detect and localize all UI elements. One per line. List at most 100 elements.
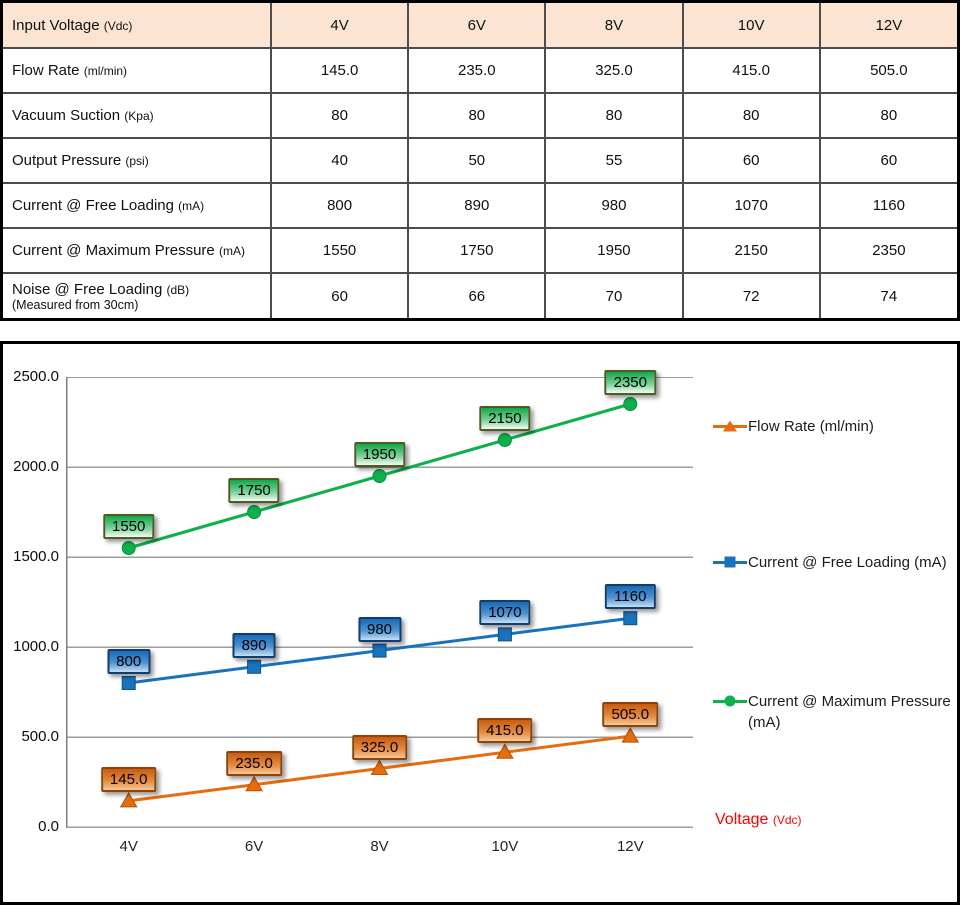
row-label-cell: Output Pressure (psi) bbox=[3, 137, 272, 184]
row-label-unit: (ml/min) bbox=[83, 64, 128, 78]
value-cell: 80 bbox=[818, 92, 957, 139]
value-cell: 890 bbox=[407, 182, 547, 229]
y-tick-label: 2500.0 bbox=[13, 368, 59, 385]
value-cell: 145.0 bbox=[269, 47, 410, 94]
row-label-cell: Flow Rate (ml/min) bbox=[3, 47, 272, 94]
x-tick-label: 10V bbox=[491, 838, 519, 855]
value-cell: 72 bbox=[681, 272, 821, 318]
data-label: 2350 bbox=[604, 370, 656, 395]
value-cell: 1550 bbox=[269, 227, 410, 274]
data-point-marker bbox=[497, 627, 512, 642]
row-label-text: Output Pressure bbox=[12, 152, 122, 169]
spec-table-body: Input Voltage (Vdc) 4V 6V 8V 10V 12V Flow Rate… bbox=[3, 3, 957, 318]
row-label-cell: Input Voltage (Vdc) bbox=[3, 3, 272, 49]
value-cell: 40 bbox=[269, 137, 410, 184]
data-point-marker bbox=[623, 397, 638, 411]
legend-label: Flow Rate (ml/min) bbox=[748, 418, 874, 435]
data-label: 235.0 bbox=[226, 750, 282, 776]
value-cell: 10V bbox=[681, 3, 821, 49]
legend-item: Flow Rate (ml/min) bbox=[713, 416, 955, 437]
legend-shape bbox=[724, 695, 736, 707]
value-cell: 55 bbox=[544, 137, 684, 184]
data-point-marker bbox=[247, 505, 262, 519]
x-tick-label: 8V bbox=[370, 838, 389, 855]
value-cell: 505.0 bbox=[818, 47, 957, 94]
value-cell: 66 bbox=[407, 272, 547, 318]
value-cell: 80 bbox=[269, 92, 410, 139]
value-cell: 415.0 bbox=[681, 47, 821, 94]
table-row: Output Pressure (psi) 40 50 55 60 60 bbox=[3, 137, 957, 184]
value-cell: 1750 bbox=[407, 227, 547, 274]
table-row: Noise @ Free Loading (dB) (Measured from … bbox=[3, 272, 957, 318]
value-cell: 980 bbox=[544, 182, 684, 229]
row-label-cell: Vacuum Suction (Kpa) bbox=[3, 92, 272, 139]
data-point-marker bbox=[121, 676, 136, 690]
legend-marker-triangle-icon bbox=[713, 419, 747, 433]
value-cell: 74 bbox=[818, 272, 957, 318]
table-row: Current @ Free Loading (mA) 800 890 980 1070… bbox=[3, 182, 957, 229]
value-cell: 70 bbox=[544, 272, 684, 318]
table-header-row: Input Voltage (Vdc) 4V 6V 8V 10V 12V bbox=[3, 3, 957, 49]
value-cell: 80 bbox=[544, 92, 684, 139]
value-cell: 12V bbox=[818, 3, 957, 49]
data-label: 415.0 bbox=[477, 718, 533, 744]
data-point-marker bbox=[245, 775, 263, 792]
y-tick-label: 2000.0 bbox=[13, 458, 59, 475]
data-point-marker bbox=[121, 541, 136, 555]
spec-table: Input Voltage (Vdc) 4V 6V 8V 10V 12V Flow Rate… bbox=[3, 3, 957, 318]
data-point-marker bbox=[496, 743, 514, 759]
x-tick-label: 6V bbox=[244, 838, 264, 855]
y-tick-label: 500.0 bbox=[21, 728, 59, 745]
table-row: Vacuum Suction (Kpa) 80 80 80 80 80 bbox=[3, 92, 957, 139]
xaxis-title-text: Voltage bbox=[715, 811, 769, 828]
legend-shape bbox=[723, 420, 737, 432]
chart-plot-container: Voltage (Vdc) 0.0 500.0 1000.0 1500.0 2000.0… bbox=[3, 344, 957, 902]
data-label: 145.0 bbox=[100, 766, 157, 792]
row-label-unit: (Kpa) bbox=[124, 109, 154, 123]
data-label: 980 bbox=[357, 616, 402, 642]
row-label-text: Vacuum Suction bbox=[12, 107, 121, 124]
data-point-marker bbox=[621, 727, 640, 743]
value-cell: 1070 bbox=[681, 182, 821, 229]
data-label: 1750 bbox=[228, 478, 280, 503]
chart-panel: Voltage (Vdc) 0.0 500.0 1000.0 1500.0 2000.0… bbox=[0, 341, 960, 905]
value-cell: 60 bbox=[681, 137, 821, 184]
data-label: 1160 bbox=[605, 584, 656, 610]
data-label: 325.0 bbox=[351, 734, 408, 760]
legend-marker-circle-icon bbox=[713, 694, 747, 708]
row-label-cell: Current @ Maximum Pressure (mA) bbox=[3, 227, 272, 274]
data-label: 505.0 bbox=[602, 702, 659, 728]
value-cell: 800 bbox=[269, 182, 410, 229]
data-point-marker bbox=[497, 433, 512, 447]
table-row: Flow Rate (ml/min) 145.0 235.0 325.0 415.0 50… bbox=[3, 47, 957, 94]
legend-label: Current @ Free Loading (mA) bbox=[748, 554, 947, 571]
data-label: 890 bbox=[232, 632, 276, 658]
row-label-unit: (mA) bbox=[178, 199, 205, 213]
data-label: 1070 bbox=[479, 600, 531, 626]
row-label-text: Flow Rate bbox=[12, 62, 80, 79]
y-tick-label: 0.0 bbox=[38, 818, 59, 835]
row-label-text: Current @ Maximum Pressure bbox=[12, 242, 215, 259]
legend-item: Current @ Maximum Pressure (mA) bbox=[713, 691, 955, 733]
data-label: 1550 bbox=[103, 514, 155, 539]
value-cell: 1160 bbox=[818, 182, 957, 229]
value-cell: 60 bbox=[818, 137, 957, 184]
value-cell: 2150 bbox=[681, 227, 821, 274]
row-label-note: (Measured from 30cm) bbox=[12, 297, 139, 312]
data-point-marker bbox=[372, 469, 387, 483]
data-label: 2150 bbox=[479, 406, 531, 431]
x-tick-label: 12V bbox=[616, 838, 644, 855]
data-point-marker bbox=[372, 643, 387, 658]
data-label: 1950 bbox=[353, 442, 406, 467]
data-point-marker bbox=[623, 611, 638, 626]
legend-shape bbox=[724, 556, 736, 568]
value-cell: 6V bbox=[407, 3, 547, 49]
row-label-text: Input Voltage bbox=[12, 16, 100, 34]
row-label-text: Noise @ Free Loading bbox=[12, 280, 163, 298]
data-point-marker bbox=[119, 791, 138, 808]
legend-label: Current @ Maximum Pressure (mA) bbox=[748, 693, 951, 731]
value-cell: 4V bbox=[269, 3, 410, 49]
value-cell: 325.0 bbox=[544, 47, 684, 94]
xaxis-title-unit: (Vdc) bbox=[772, 813, 802, 827]
row-label-cell: Current @ Free Loading (mA) bbox=[3, 182, 272, 229]
